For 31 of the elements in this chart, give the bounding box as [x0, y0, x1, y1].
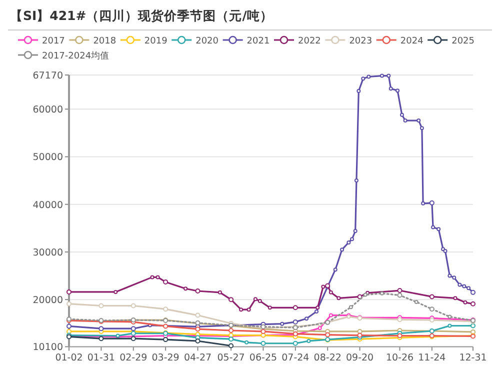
legend-label: 2017-2024均值 [42, 50, 110, 62]
y-tick-label: 60000 [32, 104, 63, 116]
legend-label: 2018 [93, 36, 116, 46]
x-tick-label: 07-24 [282, 352, 310, 364]
y-tick-label: 67170 [32, 70, 63, 82]
x-tick-label: 01-31 [87, 352, 115, 364]
y-tick-label: 30000 [32, 247, 63, 258]
y-tick-label: 50000 [32, 152, 63, 164]
y-tick-label: 10100 [32, 342, 63, 354]
legend-label: 2017 [42, 36, 65, 46]
x-tick-label: 04-27 [184, 352, 212, 364]
legend-label: 2023 [349, 36, 372, 46]
legend-label: 2019 [144, 36, 168, 46]
y-tick-label: 40000 [32, 200, 63, 211]
x-tick-label: 02-29 [120, 352, 148, 364]
y-tick-label: 20000 [32, 295, 63, 306]
legend-label: 2025 [452, 36, 475, 46]
x-tick-label: 01-02 [55, 352, 83, 364]
x-tick-label: 10-26 [386, 352, 414, 364]
x-tick-label: 08-22 [314, 352, 342, 364]
legend-label: 2021 [246, 36, 270, 46]
chart-title: 【SI】421#（四川）现货价季节图（元/吨） [10, 8, 273, 23]
x-tick-label: 12-31 [459, 352, 487, 364]
x-tick-label: 05-27 [217, 352, 245, 364]
x-tick-label: 03-29 [152, 352, 180, 364]
x-tick-label: 09-20 [346, 352, 374, 364]
legend-label: 2022 [298, 36, 321, 46]
legend-label: 2020 [196, 36, 219, 46]
x-tick-label: 11-24 [418, 352, 446, 364]
x-tick-label: 06-25 [249, 352, 278, 364]
legend-label: 2024 [400, 36, 424, 46]
